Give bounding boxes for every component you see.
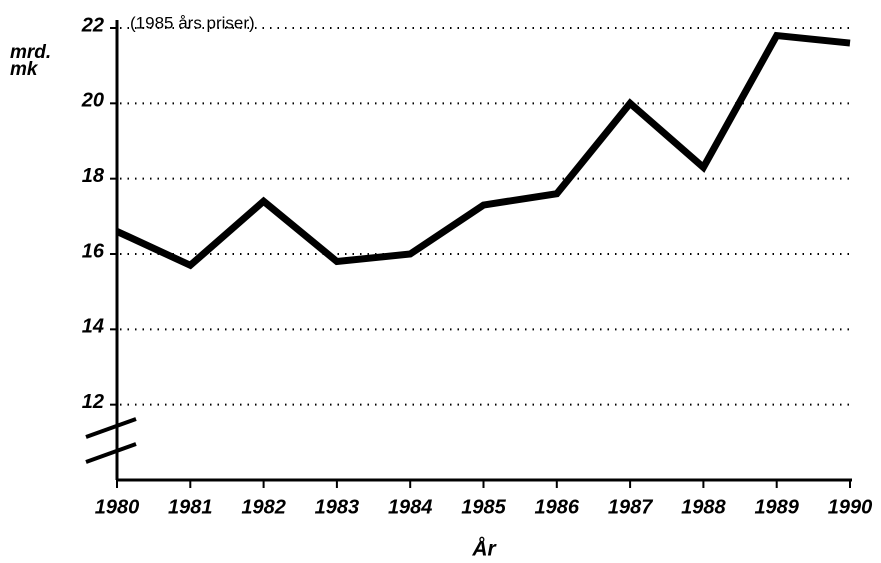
x-tick-label: 1989 — [754, 496, 799, 518]
y-tick-label: 12 — [82, 391, 104, 413]
y-axis-label: mrd. — [10, 42, 51, 63]
y-tick-label: 22 — [81, 14, 104, 36]
chart-subtitle: (1985 års priser) — [130, 13, 255, 32]
x-tick-label: 1984 — [388, 496, 433, 518]
x-tick-label: 1985 — [461, 496, 506, 518]
y-tick-label: 16 — [82, 240, 105, 262]
x-tick-label: 1981 — [168, 496, 213, 518]
y-tick-label: 18 — [82, 165, 105, 187]
y-axis-label: mk — [10, 59, 39, 80]
data-line — [115, 31, 851, 270]
x-tick-label: 1990 — [828, 496, 873, 518]
x-tick-label: 1982 — [241, 496, 286, 518]
x-tick-label: 1980 — [95, 496, 140, 518]
axis-break — [85, 442, 137, 464]
x-tick-label: 1983 — [315, 496, 360, 518]
x-tick-label: 1987 — [608, 496, 653, 518]
y-tick-label: 20 — [81, 90, 104, 112]
x-axis-label: År — [471, 537, 497, 561]
x-tick-label: 1988 — [681, 496, 726, 518]
axis-break — [85, 417, 137, 439]
y-tick-label: 14 — [82, 316, 104, 338]
x-tick-label: 1986 — [535, 496, 580, 518]
